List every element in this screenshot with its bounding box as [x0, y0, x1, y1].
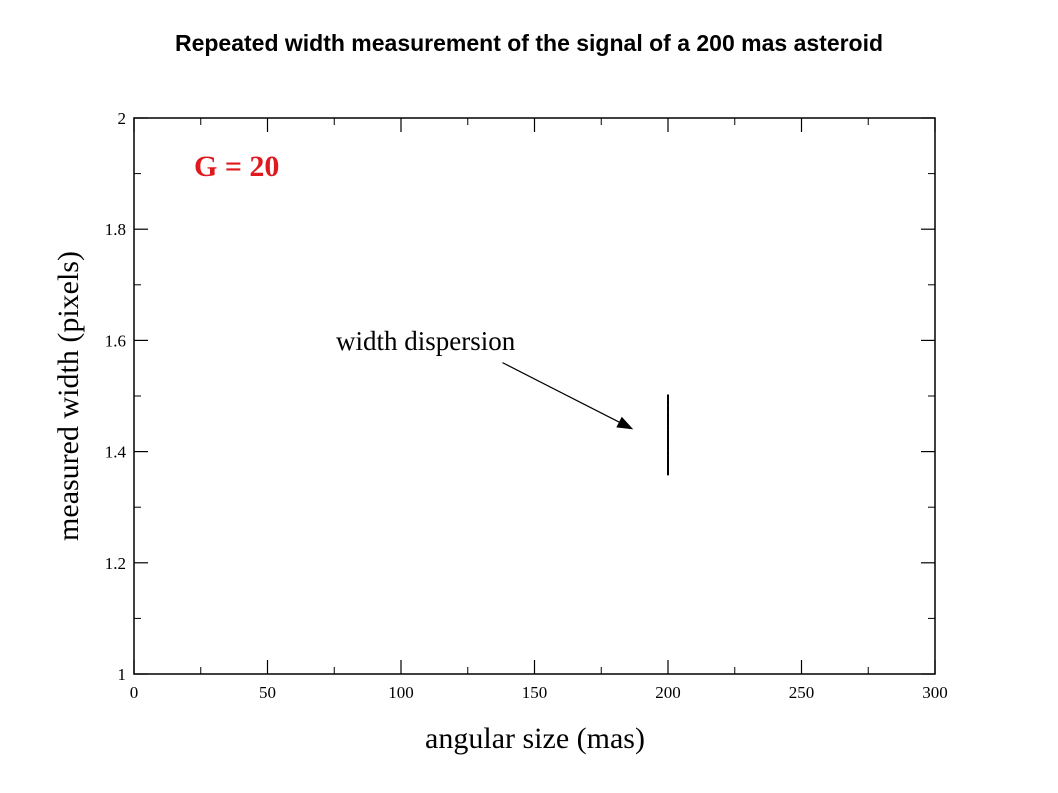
data-point	[667, 469, 669, 473]
data-point	[667, 466, 669, 470]
data-point	[667, 444, 669, 448]
data-point	[667, 394, 669, 398]
data-point	[667, 405, 669, 409]
width-dispersion-annotation: width dispersion	[336, 326, 516, 356]
data-point	[667, 422, 669, 426]
y-tick-label: 1.6	[105, 331, 126, 350]
data-point	[667, 447, 669, 451]
data-point	[667, 411, 669, 415]
data-point	[667, 461, 669, 465]
x-tick-label: 300	[922, 683, 948, 702]
data-point	[667, 402, 669, 406]
y-tick-label: 1.4	[105, 443, 127, 462]
data-point	[667, 430, 669, 434]
y-tick-label: 2	[118, 109, 127, 128]
x-tick-label: 150	[522, 683, 548, 702]
data-point	[667, 438, 669, 442]
magnitude-label: G = 20	[194, 150, 279, 183]
annotation-arrowhead	[616, 416, 634, 430]
data-point	[667, 419, 669, 423]
plot-frame	[133, 117, 936, 675]
data-point	[667, 457, 669, 461]
data-point	[667, 464, 669, 467]
x-tick-label: 0	[130, 683, 139, 702]
data-point	[667, 472, 669, 476]
y-axis-label: measured width (pixels)	[52, 251, 85, 541]
y-tick-label: 1.8	[105, 220, 126, 239]
x-tick-label: 100	[388, 683, 414, 702]
x-tick-label: 200	[655, 683, 681, 702]
data-point	[667, 413, 669, 417]
y-tick-label: 1	[118, 665, 127, 684]
data-point	[667, 427, 669, 431]
data-point	[667, 433, 669, 437]
data-point	[667, 397, 669, 401]
data-point	[667, 455, 669, 459]
slide-title: Repeated width measurement of the signal…	[174, 30, 884, 56]
data-point	[667, 400, 669, 404]
data-point	[667, 416, 669, 420]
data-point	[667, 425, 669, 429]
y-axis: 1 1.2 1.4 1.6 1.8 2	[105, 109, 935, 684]
x-tick-label: 250	[789, 683, 815, 702]
x-axis-label: angular size (mas)	[425, 722, 645, 755]
data-point	[667, 450, 669, 454]
annotation-arrow	[502, 362, 620, 423]
y-tick-label: 1.2	[105, 554, 126, 573]
data-point	[667, 436, 669, 440]
x-axis: 0 50 100 150 200 250 300	[130, 118, 948, 702]
data-point	[667, 408, 669, 412]
data-points	[667, 394, 669, 476]
x-tick-label: 50	[259, 683, 276, 702]
data-point	[667, 441, 669, 445]
data-point	[667, 452, 669, 456]
